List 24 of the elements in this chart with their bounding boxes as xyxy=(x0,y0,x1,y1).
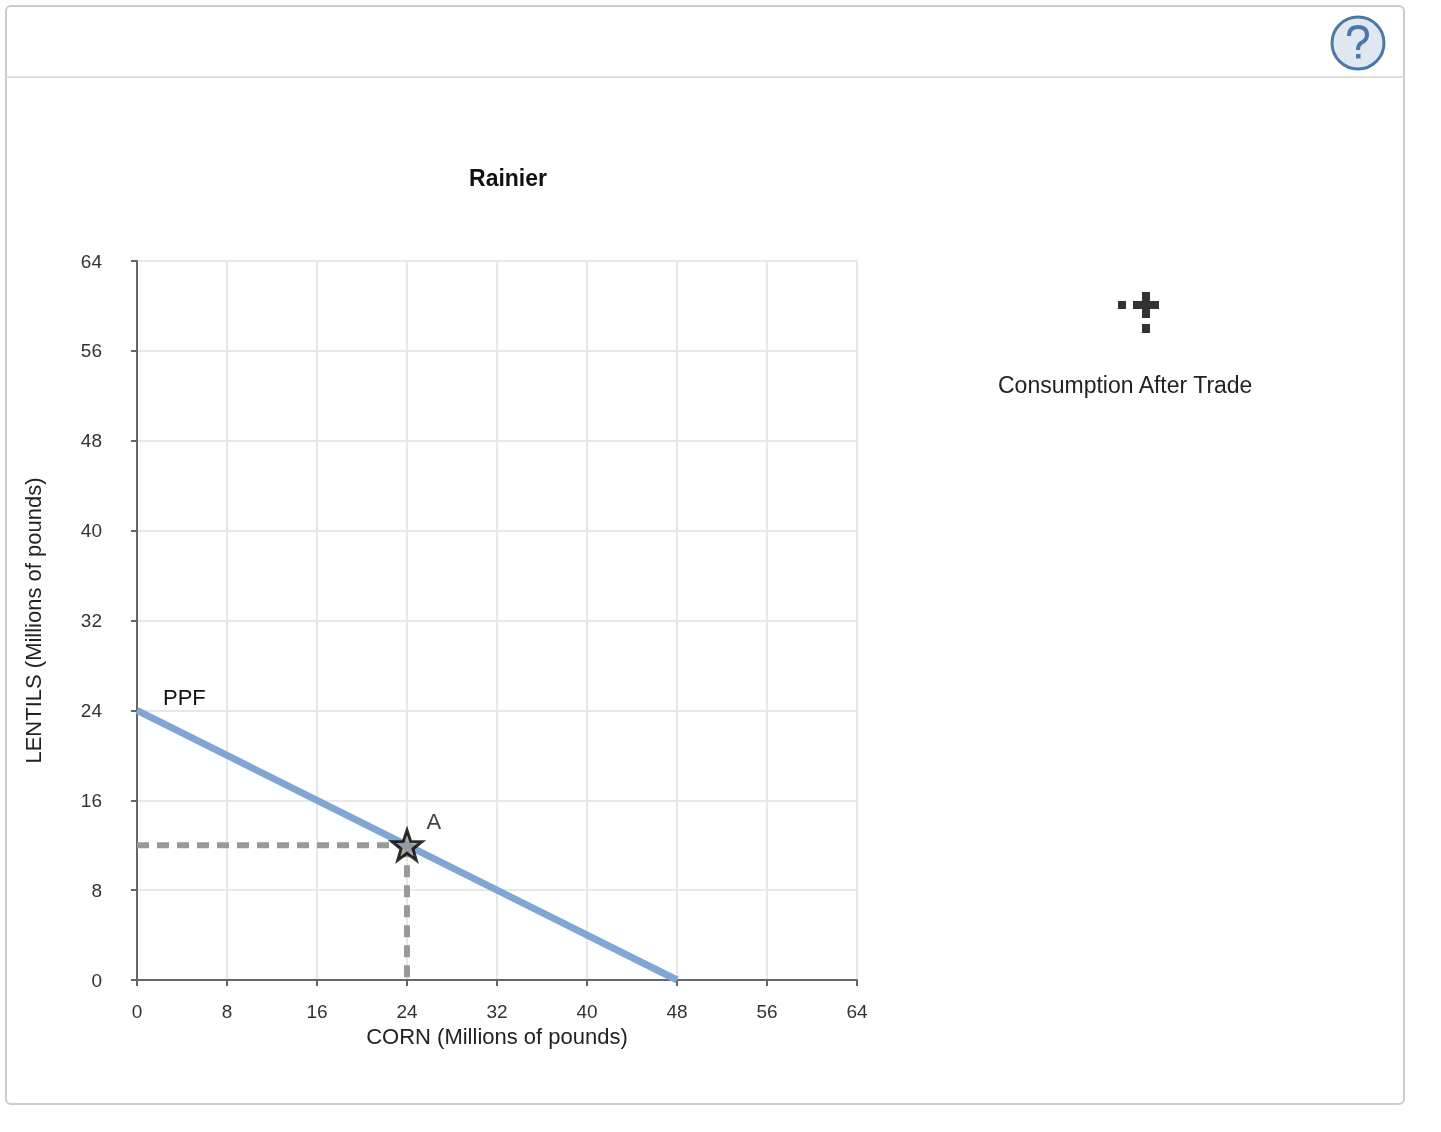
y-tick-label: 24 xyxy=(80,699,103,721)
x-tick-label: 40 xyxy=(576,1001,598,1022)
x-tick-label: 0 xyxy=(131,1001,143,1022)
y-tick-label: 48 xyxy=(80,430,102,452)
y-tick-label: 40 xyxy=(80,520,102,542)
x-tick-label: 48 xyxy=(666,1001,688,1022)
x-tick-label: 64 xyxy=(846,1001,868,1022)
x-axis-title: CORN (Millions of pounds) xyxy=(366,1024,628,1050)
text: Consumption After Trade xyxy=(998,371,1253,398)
y-tick-label: 16 xyxy=(80,789,102,811)
series-label: A xyxy=(426,809,442,835)
series-label: PPF xyxy=(163,684,206,710)
x-tick-label: 32 xyxy=(486,1001,508,1022)
x-tick-label: 8 xyxy=(221,1001,233,1022)
x-tick-label: 16 xyxy=(306,1001,328,1022)
x-tick-label: 24 xyxy=(396,1001,418,1022)
y-tick-label: 56 xyxy=(80,340,102,362)
chart-title: Rainier xyxy=(469,164,548,191)
x-tick-label: 56 xyxy=(756,1001,778,1022)
y-axis-title: LENTILS (Millions of pounds) xyxy=(20,477,46,764)
y-tick-label: 8 xyxy=(91,879,102,901)
y-tick-label: 0 xyxy=(91,969,102,991)
y-tick-label: 64 xyxy=(80,250,103,272)
y-tick-label: 32 xyxy=(80,610,102,631)
